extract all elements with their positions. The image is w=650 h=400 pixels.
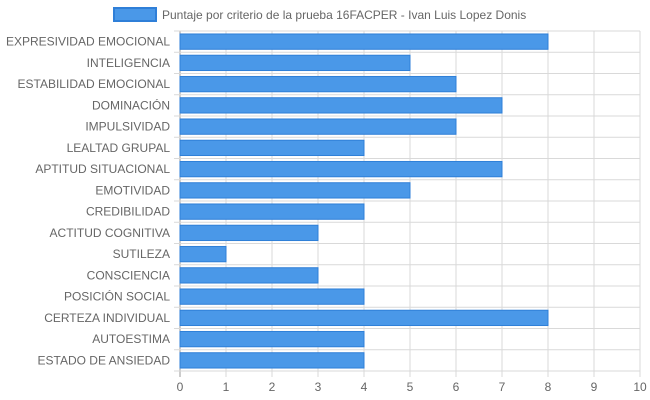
x-tick-label: 3 xyxy=(315,380,322,394)
category-label: LEALTAD GRUPAL xyxy=(67,141,171,155)
x-tick-label: 7 xyxy=(499,380,506,394)
bar[interactable] xyxy=(179,97,503,114)
category-label: CREDIBILIDAD xyxy=(86,205,170,219)
category-label: ACTITUD COGNITIVA xyxy=(50,226,170,240)
x-tick-label: 5 xyxy=(407,380,414,394)
category-label: DOMINACIÓN xyxy=(92,97,170,112)
legend-swatch xyxy=(113,7,157,22)
category-label: IMPULSIVIDAD xyxy=(85,120,170,134)
bar[interactable] xyxy=(179,54,411,72)
bar[interactable] xyxy=(179,160,503,178)
x-axis-ticks: 0 1 2 3 4 5 6 7 8 9 10 xyxy=(177,380,647,394)
bar[interactable] xyxy=(179,245,227,263)
bar[interactable] xyxy=(179,330,365,348)
category-label: ESTADO DE ANSIEDAD xyxy=(38,353,171,367)
bar[interactable] xyxy=(179,288,365,305)
legend[interactable]: Puntaje por criterio de la prueba 16FACP… xyxy=(113,7,526,22)
bar[interactable] xyxy=(179,118,457,135)
bar[interactable] xyxy=(179,139,365,157)
bars xyxy=(179,33,549,369)
bar[interactable] xyxy=(179,33,549,50)
x-tick-label: 6 xyxy=(453,380,460,394)
x-tick-label: 2 xyxy=(269,380,276,394)
x-tick-label: 8 xyxy=(545,380,552,394)
category-label: AUTOESTIMA xyxy=(92,332,170,346)
x-tick-label: 10 xyxy=(633,380,647,394)
bar[interactable] xyxy=(179,224,319,242)
category-label: SUTILEZA xyxy=(113,247,170,261)
x-tick-label: 9 xyxy=(591,380,598,394)
x-tick-label: 4 xyxy=(361,380,368,394)
category-label: EMOTIVIDAD xyxy=(95,183,170,197)
x-tick-label: 0 xyxy=(177,380,184,394)
category-label: INTELIGENCIA xyxy=(87,56,170,70)
bar[interactable] xyxy=(179,309,549,327)
category-label: POSICIÓN SOCIAL xyxy=(64,289,170,304)
bar[interactable] xyxy=(179,203,365,220)
category-label: EXPRESIVIDAD EMOCIONAL xyxy=(6,35,170,49)
category-label: CONSCIENCIA xyxy=(87,268,170,282)
category-labels: EXPRESIVIDAD EMOCIONAL INTELIGENCIA ESTABI… xyxy=(6,35,170,368)
bar[interactable] xyxy=(179,182,411,199)
legend-label: Puntaje por criterio de la prueba 16FACP… xyxy=(162,8,526,22)
category-label: ESTABILIDAD EMOCIONAL xyxy=(18,77,171,91)
category-label: APTITUD SITUACIONAL xyxy=(35,162,170,176)
category-label: CERTEZA INDIVIDUAL xyxy=(44,311,170,325)
bar[interactable] xyxy=(179,75,457,93)
x-tick-label: 1 xyxy=(223,380,230,394)
bar[interactable] xyxy=(179,352,365,369)
bar[interactable] xyxy=(179,267,319,284)
